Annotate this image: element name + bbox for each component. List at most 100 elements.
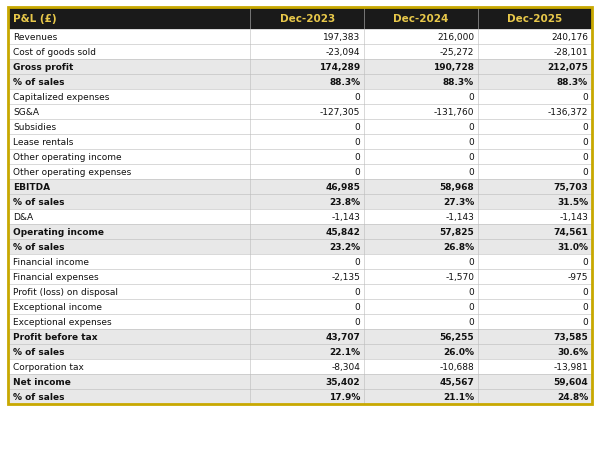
Text: 26.0%: 26.0% [443, 347, 474, 356]
Text: 27.3%: 27.3% [443, 198, 474, 207]
Bar [8, 329, 592, 344]
Text: Cost of goods sold: Cost of goods sold [13, 48, 96, 57]
Text: 0: 0 [582, 152, 588, 161]
Text: 0: 0 [355, 123, 360, 132]
Bar [8, 389, 592, 404]
Text: 0: 0 [355, 93, 360, 102]
Text: 0: 0 [582, 168, 588, 177]
Text: 23.8%: 23.8% [329, 198, 360, 207]
Bar [8, 374, 592, 389]
Text: Financial expenses: Financial expenses [13, 272, 98, 281]
Text: 0: 0 [355, 152, 360, 161]
Text: 0: 0 [469, 168, 474, 177]
Text: 0: 0 [355, 168, 360, 177]
Text: -8,304: -8,304 [331, 362, 360, 371]
Text: Dec-2025: Dec-2025 [508, 14, 563, 24]
Text: 88.3%: 88.3% [329, 78, 360, 87]
Text: 0: 0 [355, 302, 360, 311]
Text: 74,561: 74,561 [553, 227, 588, 236]
Text: 216,000: 216,000 [437, 33, 474, 42]
Bar [8, 60, 592, 75]
Text: 0: 0 [469, 152, 474, 161]
Text: 0: 0 [582, 318, 588, 326]
Text: 0: 0 [582, 123, 588, 132]
Text: Other operating income: Other operating income [13, 152, 122, 161]
Text: 212,075: 212,075 [547, 63, 588, 72]
Bar [8, 90, 592, 105]
Text: 0: 0 [469, 302, 474, 311]
Bar [8, 8, 592, 30]
Text: 73,585: 73,585 [553, 332, 588, 341]
Text: 0: 0 [582, 93, 588, 102]
Text: 240,176: 240,176 [551, 33, 588, 42]
Text: 22.1%: 22.1% [329, 347, 360, 356]
Text: P&L (£): P&L (£) [13, 14, 56, 24]
Text: 88.3%: 88.3% [443, 78, 474, 87]
Bar [8, 30, 592, 45]
Text: 59,604: 59,604 [553, 377, 588, 386]
Text: -28,101: -28,101 [553, 48, 588, 57]
Bar [8, 179, 592, 194]
Text: 0: 0 [355, 287, 360, 296]
Text: -1,143: -1,143 [331, 212, 360, 221]
Text: 30.6%: 30.6% [557, 347, 588, 356]
Text: 43,707: 43,707 [325, 332, 360, 341]
Text: Profit before tax: Profit before tax [13, 332, 97, 341]
Text: 0: 0 [469, 93, 474, 102]
Text: 31.0%: 31.0% [557, 243, 588, 252]
Text: 197,383: 197,383 [323, 33, 360, 42]
Text: 57,825: 57,825 [439, 227, 474, 236]
Text: SG&A: SG&A [13, 108, 39, 117]
Bar [8, 344, 592, 359]
Text: 0: 0 [355, 258, 360, 267]
Text: 0: 0 [355, 318, 360, 326]
Text: D&A: D&A [13, 212, 33, 221]
Bar [8, 135, 592, 150]
Text: % of sales: % of sales [13, 78, 65, 87]
Bar [8, 299, 592, 314]
Bar [8, 254, 592, 269]
Text: Exceptional income: Exceptional income [13, 302, 102, 311]
Text: 26.8%: 26.8% [443, 243, 474, 252]
Text: Exceptional expenses: Exceptional expenses [13, 318, 112, 326]
Text: -23,094: -23,094 [326, 48, 360, 57]
Text: -25,272: -25,272 [440, 48, 474, 57]
Text: Corporation tax: Corporation tax [13, 362, 84, 371]
Text: 56,255: 56,255 [439, 332, 474, 341]
Text: -2,135: -2,135 [331, 272, 360, 281]
Text: 88.3%: 88.3% [557, 78, 588, 87]
Text: 0: 0 [469, 138, 474, 147]
Bar [8, 359, 592, 374]
Text: -1,143: -1,143 [445, 212, 474, 221]
Bar [8, 239, 592, 254]
Bar [8, 45, 592, 60]
Text: -1,143: -1,143 [559, 212, 588, 221]
Text: Revenues: Revenues [13, 33, 57, 42]
Text: 0: 0 [355, 138, 360, 147]
Text: 45,567: 45,567 [439, 377, 474, 386]
Text: 21.1%: 21.1% [443, 392, 474, 401]
Bar [8, 150, 592, 165]
Text: 0: 0 [582, 138, 588, 147]
Text: 0: 0 [582, 302, 588, 311]
Text: 58,968: 58,968 [439, 183, 474, 192]
Text: 0: 0 [582, 258, 588, 267]
Text: 0: 0 [469, 287, 474, 296]
Text: % of sales: % of sales [13, 198, 65, 207]
Text: 24.8%: 24.8% [557, 392, 588, 401]
Text: Dec-2024: Dec-2024 [394, 14, 449, 24]
Text: % of sales: % of sales [13, 347, 65, 356]
Text: Other operating expenses: Other operating expenses [13, 168, 131, 177]
Text: Subsidies: Subsidies [13, 123, 56, 132]
Text: 0: 0 [582, 287, 588, 296]
Bar [8, 120, 592, 135]
Bar [8, 314, 592, 329]
Text: -975: -975 [568, 272, 588, 281]
Text: Lease rentals: Lease rentals [13, 138, 73, 147]
Bar [8, 8, 592, 404]
Text: -136,372: -136,372 [548, 108, 588, 117]
Bar [8, 165, 592, 179]
Text: -13,981: -13,981 [553, 362, 588, 371]
Text: EBITDA: EBITDA [13, 183, 50, 192]
Text: Capitalized expenses: Capitalized expenses [13, 93, 109, 102]
